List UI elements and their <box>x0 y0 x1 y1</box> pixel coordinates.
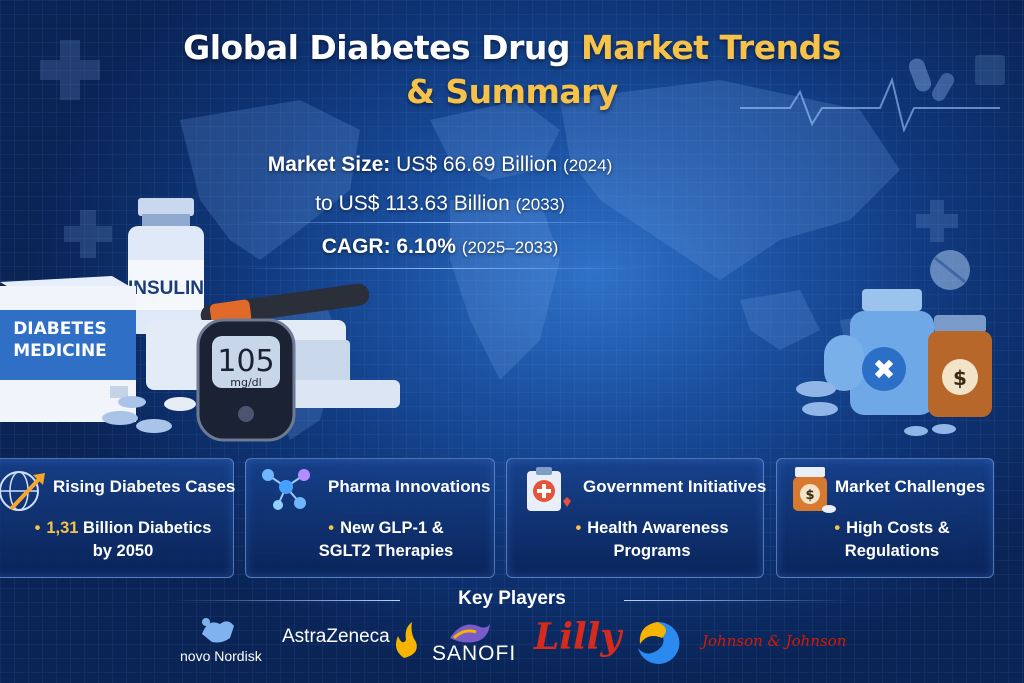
lilly-logo: Lilly <box>534 616 621 666</box>
round-pill-deco <box>930 250 970 290</box>
card-line-1: New GLP-1 & <box>340 519 444 537</box>
swirl-logo-icon <box>638 621 680 664</box>
title-part-3: & Summary <box>406 72 618 111</box>
card-title: Rising Diabetes Cases <box>53 477 236 496</box>
company-name: Lilly <box>534 616 622 658</box>
astrazeneca-logo: AstraZeneca <box>282 622 417 666</box>
company-name: SANOFI <box>432 642 517 665</box>
card-government-initiatives: Government Initiatives • Health Awareness… <box>506 458 767 578</box>
plus-shapes <box>40 40 1005 258</box>
card-body: • 1,31 Billion Diabetics by 2050 <box>23 517 223 563</box>
market-size-start-year: (2024) <box>563 156 613 175</box>
divider <box>238 268 638 269</box>
company-name: novo Nordisk <box>180 648 262 664</box>
sanofi-bird-icon <box>450 624 490 643</box>
box-label-2: MEDICINE <box>13 341 107 361</box>
market-size-label: Market Size: <box>267 153 391 176</box>
market-size-start: US$ 66.69 Billion <box>396 153 558 176</box>
company-name: AstraZeneca <box>282 626 390 647</box>
dollar-bottle-icon <box>928 315 992 417</box>
glucose-meter-icon <box>196 318 296 442</box>
divider-right <box>624 600 854 601</box>
cagr-period: (2025–2033) <box>461 238 559 257</box>
title-part-2: Market Trends <box>580 28 841 67</box>
johnson-and-johnson-logo: Johnson & Johnson <box>702 632 846 651</box>
heartbeat-line <box>740 76 1000 134</box>
card-pharma-innovations: Pharma Innovations • New GLP-1 & SGLT2 Th… <box>245 458 495 578</box>
card-line-1: Billion Diabetics <box>78 519 212 537</box>
title-part-1: Global Diabetes Drug <box>183 28 581 67</box>
pill-bottles-illustration: $ <box>796 289 992 436</box>
cagr-block: CAGR: 6.10% (2025–2033) <box>230 230 650 265</box>
box-label-1: DIABETES <box>13 319 107 339</box>
bullet-icon: • <box>834 519 841 537</box>
card-body: • High Costs & Regulations <box>797 517 987 563</box>
info-cards: Rising Diabetes Cases • 1,31 Billion Diab… <box>0 458 1024 578</box>
molecule-icon <box>262 469 310 510</box>
bullet-icon: • <box>328 519 335 537</box>
card-market-challenges: $ Market Challenges • High Costs & Regula… <box>776 458 994 578</box>
market-size-to: to <box>315 192 333 215</box>
sanofi-logo: SANOFI <box>432 618 515 670</box>
card-title: Government Initiatives <box>583 477 767 496</box>
flame-icon <box>396 622 417 658</box>
card-highlight: 1,31 <box>46 519 79 537</box>
card-body: • New GLP-1 & SGLT2 Therapies <box>286 517 486 563</box>
card-rising-cases: Rising Diabetes Cases • 1,31 Billion Diab… <box>0 458 236 578</box>
card-line-1: Health Awareness <box>587 519 729 537</box>
market-size-end-year: (2033) <box>515 195 565 214</box>
card-line-1: High Costs & <box>846 519 950 537</box>
card-line-2: Regulations <box>844 542 940 560</box>
bullet-icon: • <box>34 519 41 537</box>
vial-label: INSULIN <box>128 278 204 299</box>
dollar-sign-icon: $ <box>953 366 967 390</box>
diabetes-products-illustration: INSULIN DIABETES MEDICINE 105 mg/dl <box>0 198 400 442</box>
pills-icon <box>796 381 956 436</box>
divider <box>238 222 638 223</box>
apis-bull-icon <box>202 618 234 643</box>
cagr-value: 6.10% <box>396 235 456 258</box>
novo-nordisk-logo: novo Nordisk <box>180 614 270 670</box>
market-size-block: Market Size: US$ 66.69 Billion (2024) to… <box>230 146 650 224</box>
card-line-2: by 2050 <box>92 542 154 560</box>
pill-bottle-dollar-icon: $ <box>793 467 836 513</box>
meter-reading: 105 <box>217 344 274 379</box>
company-logos: novo Nordisk AstraZeneca SANOFI Lilly Jo… <box>0 614 1024 674</box>
card-line-2: Programs <box>613 542 691 560</box>
page-title: Global Diabetes Drug Market Trends & Sum… <box>0 26 1024 114</box>
meter-unit: mg/dl <box>230 376 261 389</box>
insulin-vial-icon <box>128 198 204 334</box>
capsule-icon-top <box>908 58 954 101</box>
card-title: Market Challenges <box>835 477 986 496</box>
clipboard-cross-icon <box>527 467 571 511</box>
globe-arrow-icon <box>0 471 45 511</box>
card-body: • Health Awareness Programs <box>557 517 747 563</box>
market-size-end: US$ 113.63 Billion <box>338 192 510 215</box>
svg-text:$: $ <box>805 488 814 503</box>
cagr-label: CAGR: <box>321 235 391 258</box>
swirl-logo <box>632 618 682 673</box>
key-players-heading: Key Players <box>458 588 566 609</box>
pills-icon <box>102 396 196 433</box>
card-line-2: SGLT2 Therapies <box>318 542 454 560</box>
card-title: Pharma Innovations <box>328 477 491 496</box>
blue-bottle-icon <box>824 289 934 415</box>
divider-left <box>170 600 400 601</box>
company-name: Johnson & Johnson <box>702 632 847 650</box>
bullet-icon: • <box>575 519 582 537</box>
medicine-box-icon <box>0 276 136 422</box>
